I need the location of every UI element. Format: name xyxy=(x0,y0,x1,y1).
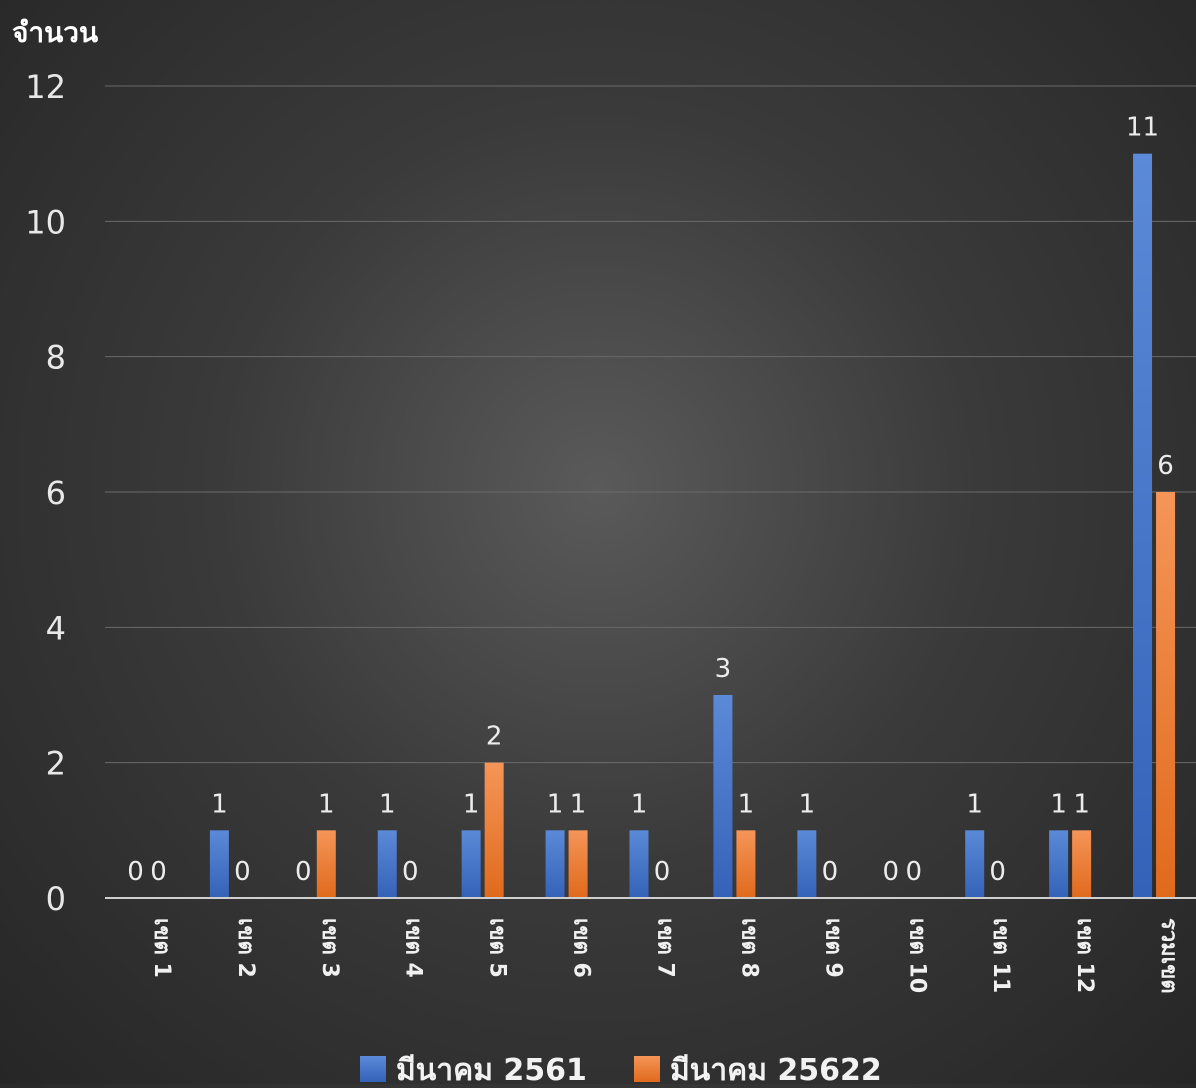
data-label: 1 xyxy=(1050,789,1067,819)
bar-series1 xyxy=(965,830,985,898)
data-label: 1 xyxy=(799,789,816,819)
x-tick-label: เขต 9 xyxy=(820,918,845,978)
x-tick-label: เขต 6 xyxy=(569,918,594,978)
data-label: 1 xyxy=(463,789,480,819)
bar-series2 xyxy=(316,830,336,898)
y-tick-label: 6 xyxy=(46,474,66,512)
bar-series2 xyxy=(1072,830,1092,898)
bar-series2 xyxy=(1156,492,1176,898)
x-tick-label: เขต 3 xyxy=(317,918,342,978)
data-label: 11 xyxy=(1126,113,1159,143)
data-label: 1 xyxy=(570,789,587,819)
data-label: 0 xyxy=(905,857,922,887)
legend-swatch xyxy=(634,1056,660,1082)
data-label: 0 xyxy=(295,857,312,887)
x-tick-label: เขต 11 xyxy=(988,918,1013,993)
data-label: 1 xyxy=(1073,789,1090,819)
bar-series1 xyxy=(713,695,733,898)
data-label: 1 xyxy=(738,789,755,819)
bars xyxy=(209,153,1176,898)
bar-series1 xyxy=(209,830,229,898)
bar-series1 xyxy=(629,830,649,898)
gridlines xyxy=(105,85,1196,764)
x-tick-label: รวมเขต xyxy=(1156,918,1181,994)
x-tick-label: เขต 5 xyxy=(485,918,510,978)
data-label: 0 xyxy=(989,857,1006,887)
data-label: 0 xyxy=(234,857,251,887)
data-label: 1 xyxy=(966,789,983,819)
y-tick-label: 10 xyxy=(25,203,66,241)
x-tick-label: เขต 1 xyxy=(149,918,174,978)
legend-label: มีนาคม 25622 xyxy=(670,1053,882,1084)
bar-series1 xyxy=(1133,153,1153,898)
bar-series1 xyxy=(545,830,565,898)
data-label: 1 xyxy=(211,789,228,819)
data-label: 0 xyxy=(882,857,899,887)
y-tick-label: 2 xyxy=(46,745,66,783)
data-label: 6 xyxy=(1157,451,1174,481)
data-label: 1 xyxy=(631,789,648,819)
bar-series2 xyxy=(736,830,756,898)
data-label: 0 xyxy=(150,857,167,887)
x-tick-label: เขต 7 xyxy=(653,918,678,978)
bar-series1 xyxy=(461,830,481,898)
y-tick-label: 0 xyxy=(46,880,66,918)
data-label: 1 xyxy=(547,789,564,819)
x-tick-label: เขต 8 xyxy=(736,918,761,978)
y-tick-label: 12 xyxy=(25,68,66,106)
data-label: 0 xyxy=(127,857,144,887)
data-label: 3 xyxy=(715,654,732,684)
y-axis-ticks: 0 2 4 6 8 10 12 xyxy=(25,68,66,918)
bar-series1 xyxy=(377,830,397,898)
y-tick-label: 8 xyxy=(46,339,66,377)
x-axis-ticks: เขต 1 เขต 2 เขต 3 เขต 4 เขต 5 เขต 6 เขต 7 เขต 8… xyxy=(149,918,1181,994)
data-label: 2 xyxy=(486,722,503,752)
bar-series1 xyxy=(1049,830,1069,898)
bar-series2 xyxy=(568,830,588,898)
bar-series2 xyxy=(484,762,504,898)
data-label: 0 xyxy=(402,857,419,887)
legend-swatch xyxy=(360,1056,386,1082)
bar-series1 xyxy=(797,830,817,898)
x-tick-label: เขต 10 xyxy=(904,918,929,993)
x-tick-label: เขต 2 xyxy=(233,918,258,978)
data-label: 1 xyxy=(318,789,335,819)
data-label: 0 xyxy=(654,857,671,887)
y-axis-label: จำนวน xyxy=(12,16,98,49)
x-tick-label: เขต 12 xyxy=(1072,918,1097,993)
data-label: 1 xyxy=(379,789,396,819)
data-label: 0 xyxy=(822,857,839,887)
y-tick-label: 4 xyxy=(46,609,66,647)
x-tick-label: เขต 4 xyxy=(401,918,426,978)
legend: มีนาคม 2561 มีนาคม 25622 xyxy=(360,1053,882,1088)
legend-label: มีนาคม 2561 xyxy=(396,1053,587,1084)
